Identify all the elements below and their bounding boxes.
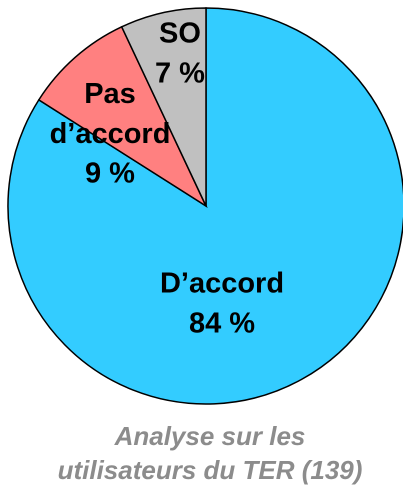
caption: utilisateurs du TER (139)	[58, 455, 363, 485]
label-line: d’accord	[50, 118, 171, 150]
value-label: 84 %	[189, 308, 255, 340]
slice-label: SO	[159, 18, 201, 50]
value-label: 9 %	[85, 158, 135, 190]
caption: Analyse sur les	[114, 421, 306, 451]
slice-label: Pas d’accord	[50, 78, 171, 150]
slice-label: D’accord	[160, 268, 284, 300]
label-line: Pas	[84, 78, 136, 110]
value-label: 7 %	[155, 58, 205, 90]
pie-slice	[37, 25, 208, 209]
pie-slice	[120, 7, 207, 207]
